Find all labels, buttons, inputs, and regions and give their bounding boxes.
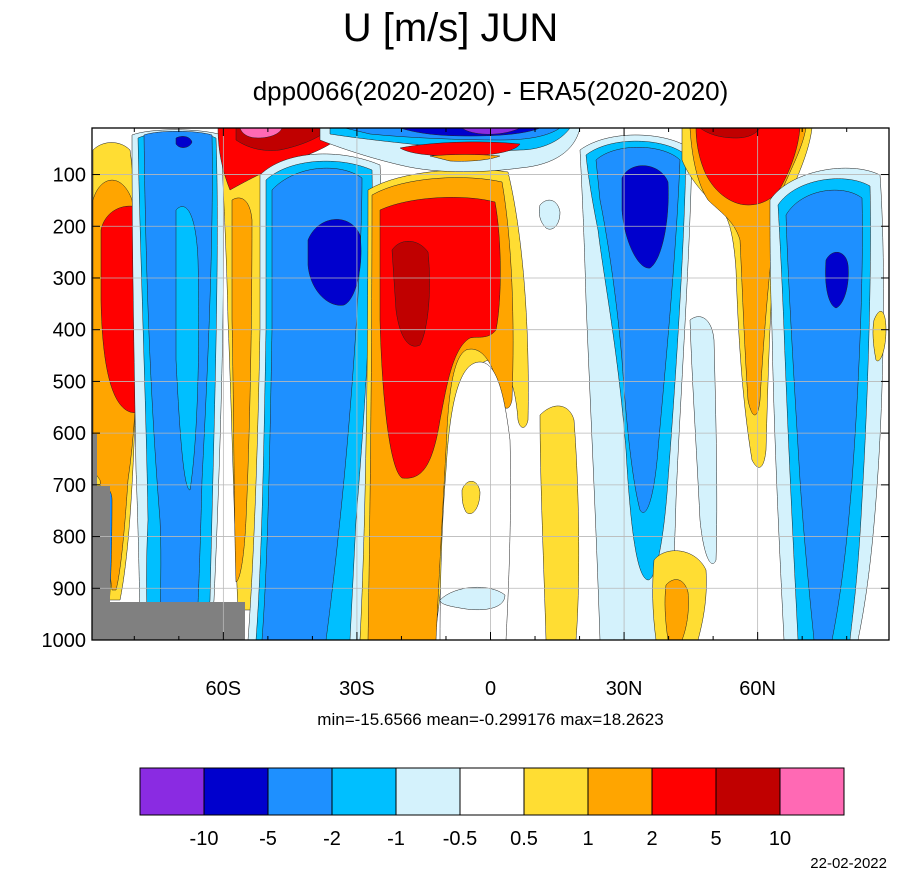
contour-small-eq-lightblue [439, 586, 506, 611]
contour-sh-neg-cyan-inner [175, 206, 199, 491]
contour-nh-neg-darkblue [825, 252, 849, 309]
y-tick-label: 400 [53, 320, 86, 342]
colorbar-label: 0.5 [510, 828, 538, 850]
contour-trop-pos-darkred [391, 241, 430, 347]
contour-eq-upper-orange-streak [429, 154, 501, 162]
contour-eq-upper-red-streak [399, 141, 521, 157]
colorbar-box [523, 767, 589, 816]
y-tick-label: 500 [53, 371, 86, 393]
chart-subtitle: dpp0066(2020-2020) - ERA5(2020-2020) [252, 76, 729, 106]
contour-nsub-neg-darkblue [621, 165, 669, 269]
x-tick-label: 30S [339, 678, 375, 700]
x-axis: 60S 30S 0 30N 60N [133, 128, 848, 700]
colorbar-box [139, 767, 205, 816]
colorbar-label: 5 [710, 828, 721, 850]
colorbar-label: -0.5 [443, 828, 477, 850]
colorbar: -10 -5 -2 -1 -0.5 0.5 1 2 5 10 [139, 767, 845, 850]
colorbar-label: -10 [190, 828, 219, 850]
contour-nh-pos-red [695, 128, 801, 206]
y-tick-label: 200 [53, 216, 86, 238]
y-tick-label: 100 [53, 165, 86, 187]
y-axis: 100 200 300 400 500 600 700 800 900 1000 [42, 165, 889, 652]
colorbar-box [459, 767, 525, 816]
x-tick-label: 60N [739, 678, 776, 700]
colorbar-label: -2 [323, 828, 341, 850]
y-tick-label: 700 [53, 475, 86, 497]
colorbar-box [395, 767, 461, 816]
y-tick-label: 300 [53, 268, 86, 290]
contour-sh-neg-darkblue [175, 136, 193, 148]
contour-small-nh-lightblue-lower [689, 316, 718, 564]
contour-sh-pos-orange-band [231, 197, 253, 583]
contour-nh-neg-blue [785, 189, 863, 640]
x-tick-label: 0 [485, 678, 496, 700]
colorbar-box [587, 767, 653, 816]
colorbar-label: -5 [259, 828, 277, 850]
colorbar-box [779, 767, 845, 816]
colorbar-label: 2 [646, 828, 657, 850]
stats-line: min=-15.6566 mean=-0.299176 max=18.2623 [317, 710, 664, 729]
contour-small-white-eq-right [539, 199, 561, 230]
y-tick-label: 1000 [42, 630, 87, 652]
colorbar-label: 10 [769, 828, 791, 850]
y-tick-label: 800 [53, 527, 86, 549]
y-tick-label: 900 [53, 578, 86, 600]
colorbar-box [267, 767, 333, 816]
contour-ssub-neg-darkblue [307, 219, 362, 306]
x-tick-label: 30N [606, 678, 643, 700]
contour-small-yellow-460 [461, 481, 481, 514]
contour-eq-yellow-col [539, 405, 580, 640]
colorbar-label: 1 [582, 828, 593, 850]
chart-title: U [m/s] JUN [342, 6, 559, 50]
colorbar-box [651, 767, 717, 816]
y-tick-label: 600 [53, 423, 86, 445]
colorbar-label: -1 [387, 828, 405, 850]
colorbar-box [203, 767, 269, 816]
date-stamp: 22-02-2022 [810, 855, 887, 872]
contour-upper-pink-sh [239, 128, 283, 139]
grid-lines [92, 128, 889, 640]
contour-nh-far-yellow [872, 311, 887, 362]
missing-data-region [92, 434, 245, 640]
colorbar-box [715, 767, 781, 816]
contour-small-nh-orange-core [664, 579, 689, 640]
colorbar-box [331, 767, 397, 816]
x-tick-label: 60S [206, 678, 242, 700]
